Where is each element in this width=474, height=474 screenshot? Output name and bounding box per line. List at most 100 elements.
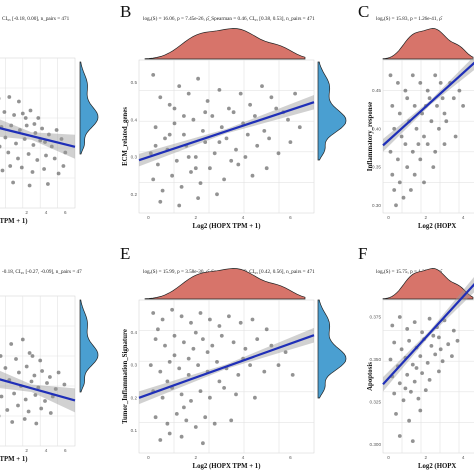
data-point [290, 373, 295, 377]
data-point [167, 360, 172, 364]
data-point [410, 149, 415, 154]
data-point [22, 417, 27, 421]
data-point [231, 110, 236, 115]
data-point [394, 203, 398, 208]
y-tick-label: 0.375 [370, 315, 382, 320]
data-point [444, 119, 449, 124]
data-point [264, 327, 269, 332]
data-point [412, 172, 417, 177]
data-point [234, 147, 238, 152]
data-point [45, 381, 49, 385]
data-point [201, 441, 205, 446]
data-point [10, 420, 15, 424]
data-point [43, 399, 47, 403]
data-point [12, 113, 16, 117]
data-point [409, 188, 413, 192]
data-point [196, 76, 201, 81]
data-point [412, 104, 417, 108]
data-point [153, 415, 158, 420]
x-tick-label: 2 [425, 455, 428, 460]
data-point [182, 132, 186, 137]
data-point [262, 129, 267, 133]
data-point [191, 346, 196, 351]
data-point [461, 104, 465, 108]
data-point [151, 177, 156, 182]
data-point [210, 343, 215, 348]
regression-line [0, 378, 76, 402]
data-point [14, 357, 18, 361]
data-point [205, 99, 210, 103]
x-axis-title: Log2 (HOPX [418, 463, 456, 470]
data-point [38, 358, 43, 363]
data-point [0, 354, 3, 358]
data-point [399, 134, 404, 139]
data-point [177, 366, 182, 371]
x-tick-label: 6 [64, 448, 67, 453]
data-point [193, 330, 198, 335]
y-ticks: 0.300 0.325 0.350 0.375 [370, 315, 382, 448]
y-ticks: 0.1 0.2 0.3 0.4 [131, 330, 138, 433]
y-tick-label: 0.35 [372, 165, 381, 170]
x-tick-label: 6 [289, 455, 292, 460]
data-point [9, 123, 14, 128]
data-point [172, 106, 177, 111]
y-tick-label: 0.45 [372, 88, 381, 93]
data-point [250, 317, 255, 322]
panel-c: logₑ(S) = 15.83, p = 1.26e-41, ρ̂ C 0 2 4 0.3… [358, 2, 474, 230]
gridlines [0, 58, 75, 208]
data-point [3, 366, 8, 370]
x-tick-label: 2 [194, 215, 197, 220]
data-point [392, 188, 397, 192]
data-point [16, 403, 20, 408]
data-point [170, 307, 175, 312]
y-tick-label: 0.4 [131, 330, 138, 335]
data-point [231, 340, 236, 345]
data-point [0, 414, 1, 418]
data-point [186, 356, 191, 361]
data-point [14, 141, 18, 146]
x-tick-label: 4 [45, 210, 48, 215]
data-point [18, 128, 22, 132]
data-point [151, 73, 156, 77]
data-point [405, 96, 410, 101]
data-point [243, 346, 248, 351]
data-point [19, 165, 24, 170]
data-point [167, 431, 172, 436]
data-point [433, 149, 438, 154]
data-point [392, 340, 397, 345]
data-point [403, 386, 408, 391]
data-point [167, 102, 172, 107]
data-point [418, 354, 423, 358]
x-tick-label: 0 [147, 215, 150, 220]
data-point [28, 108, 33, 113]
data-point [222, 386, 227, 390]
y-density [79, 61, 99, 155]
data-point [30, 170, 35, 174]
data-point [165, 421, 170, 426]
data-point [388, 73, 393, 78]
data-point [245, 132, 250, 137]
data-point [412, 320, 417, 324]
data-point [418, 81, 423, 85]
data-point [8, 164, 13, 168]
x-ticks: 2 4 6 [25, 448, 67, 453]
data-point [427, 96, 432, 101]
data-point [153, 143, 158, 148]
data-point [203, 140, 208, 145]
data-point [17, 99, 21, 104]
data-point [189, 170, 193, 174]
data-point [420, 111, 424, 116]
data-point [148, 363, 153, 367]
data-point [48, 375, 52, 379]
data-point [217, 379, 222, 384]
data-point [442, 111, 447, 116]
data-point [401, 398, 406, 403]
data-point [425, 142, 430, 147]
panel-e: logₑ(S) = 15.99, p = 3.58e-30, ρ̂_Spearm… [120, 244, 347, 470]
y-tick-label: 0.2 [131, 395, 138, 400]
panel-letter: F [358, 244, 367, 263]
x-density [382, 268, 474, 300]
data-point [167, 132, 172, 137]
data-point [253, 114, 257, 118]
data-point [5, 408, 10, 412]
